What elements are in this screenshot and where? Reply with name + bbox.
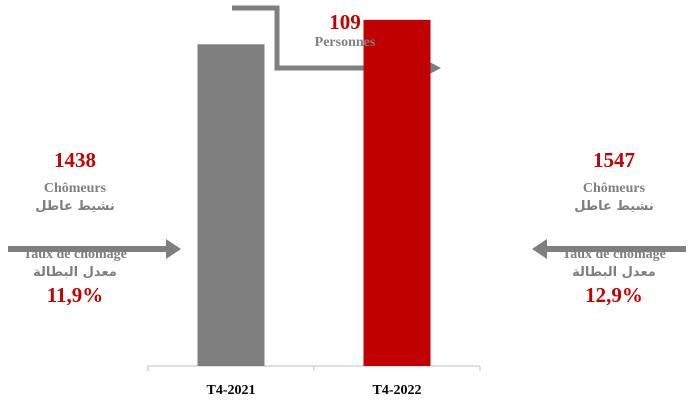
left-unemployed-label-ar: نشيط عاطل xyxy=(35,199,115,214)
right-rate-label-ar: معدل البطالة xyxy=(572,265,656,280)
x-tick-labels: T4-2021 T4-2022 xyxy=(207,383,422,398)
right-unemployed-label-ar: نشيط عاطل xyxy=(574,199,654,214)
change-value: 109 xyxy=(329,10,361,34)
left-panel: 1438 Chômeurs نشيط عاطل Taux de chômage … xyxy=(0,148,150,308)
right-rate-label: Taux de chômage xyxy=(562,247,666,262)
change-arrow-path xyxy=(232,5,428,71)
left-arrow-head xyxy=(166,239,181,259)
change-annotation: 109 Personnes xyxy=(255,10,435,52)
right-panel: 1547 Chômeurs نشيط عاطل Taux de chômage … xyxy=(539,148,689,308)
bars-layer xyxy=(197,19,431,367)
left-unemployed-label: Chômeurs xyxy=(43,181,107,196)
left-arrow-shaft xyxy=(8,246,168,252)
left-unemployed-count: 1438 xyxy=(54,148,96,172)
right-unemployed-label: Chômeurs xyxy=(582,181,646,196)
right-arrow-head xyxy=(532,239,547,259)
bar-t4-2021 xyxy=(197,44,265,367)
right-unemployed-count: 1547 xyxy=(593,148,635,172)
right-rate-value: 12,9% xyxy=(585,283,643,307)
x-tick-label: T4-2022 xyxy=(373,383,422,398)
change-label: Personnes xyxy=(314,35,376,50)
left-rate-value: 11,9% xyxy=(46,283,104,307)
x-tick-label: T4-2021 xyxy=(207,383,256,398)
left-rate-label-ar: معدل البطالة xyxy=(33,265,117,280)
right-arrow-shaft xyxy=(545,246,686,252)
bar-t4-2022 xyxy=(363,19,431,366)
left-rate-label: Taux de chômage xyxy=(23,247,127,262)
